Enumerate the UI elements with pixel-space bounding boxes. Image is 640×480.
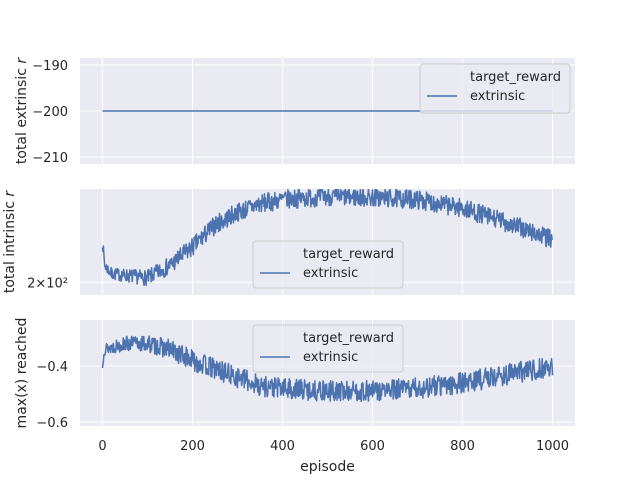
y-axis-label: total intrinsic r: [2, 190, 18, 294]
legend: target_reward extrinsic: [419, 63, 571, 114]
y-axis-label: max(x) reached: [14, 318, 30, 429]
panel-intrinsic: 2×10² total intrinsic r target_rewardextri…: [2, 189, 575, 295]
x-tick-label: 600: [360, 439, 385, 454]
x-tick-label: 0: [98, 439, 106, 454]
legend-entry: extrinsic: [303, 266, 358, 281]
legend-frame: [252, 324, 404, 373]
legend-entry: extrinsic: [470, 89, 525, 104]
legend-entry: extrinsic: [303, 350, 358, 365]
legend: target_reward extrinsic: [252, 324, 404, 373]
series-line-extrinsic: [101, 335, 554, 403]
y-tick-label: −0.6: [36, 416, 68, 431]
y-tick-label: −210: [32, 151, 68, 166]
x-tick-label: 400: [270, 439, 295, 454]
x-tick-label: 1000: [536, 439, 569, 454]
y-axis-label: total extrinsic r: [14, 57, 30, 164]
series-line-extrinsic: [101, 189, 554, 287]
legend-title: target_reward: [303, 247, 394, 262]
legend-title: target_reward: [470, 70, 561, 85]
panel-maxx: −0.4 −0.6 0 200 400 600 800 1000 max(x) reached e…: [14, 318, 575, 475]
legend-frame: [252, 240, 404, 289]
legend: target_reward extrinsic: [252, 240, 404, 289]
y-tick-label: −190: [32, 59, 68, 74]
legend-title: target_reward: [303, 331, 394, 346]
y-tick-label: 2×10²: [27, 276, 68, 291]
x-tick-label: 800: [450, 439, 475, 454]
x-tick-label: 200: [180, 439, 205, 454]
legend-frame: [419, 63, 571, 114]
y-tick-label: −200: [32, 105, 68, 120]
y-tick-label: −0.4: [36, 360, 68, 375]
x-axis-label: episode: [300, 459, 355, 475]
